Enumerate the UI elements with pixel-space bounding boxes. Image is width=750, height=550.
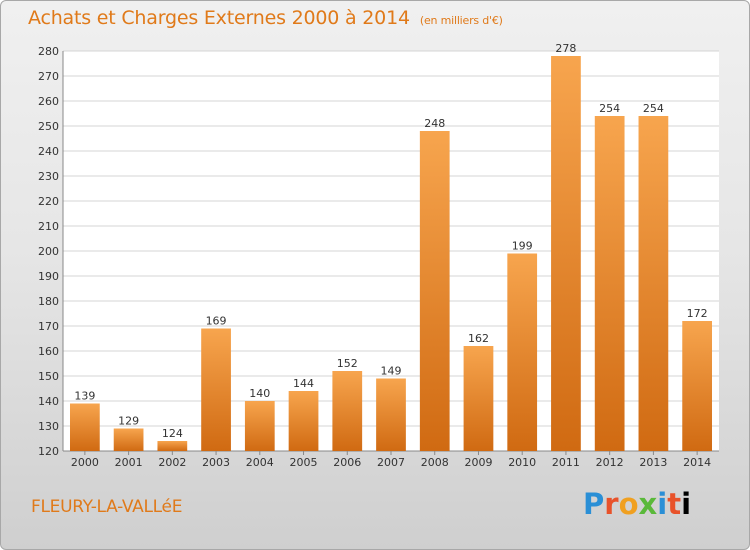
y-tick-label: 280 — [38, 45, 59, 58]
x-tick-label: 2000 — [71, 456, 99, 469]
y-tick-label: 210 — [38, 220, 59, 233]
y-tick-label: 140 — [38, 395, 59, 408]
logo-letter: i — [681, 487, 692, 521]
x-tick-label: 2003 — [202, 456, 230, 469]
y-tick-label: 240 — [38, 145, 59, 158]
y-tick-label: 150 — [38, 370, 59, 383]
x-tick-label: 2014 — [683, 456, 711, 469]
x-tick-label: 2012 — [596, 456, 624, 469]
bar — [332, 371, 363, 451]
x-tick-label: 2001 — [115, 456, 143, 469]
y-tick-label: 270 — [38, 70, 59, 83]
bar-value-label: 254 — [643, 102, 664, 115]
y-tick-label: 190 — [38, 270, 59, 283]
y-tick-label: 120 — [38, 445, 59, 458]
bar-value-label: 144 — [293, 377, 314, 390]
bar — [376, 378, 406, 451]
proxiti-logo: Proxiti — [583, 487, 691, 521]
y-tick-label: 200 — [38, 245, 59, 258]
x-tick-label: 2008 — [421, 456, 449, 469]
bar-value-label: 172 — [687, 307, 708, 320]
logo-letter: x — [638, 487, 658, 521]
bar-value-label: 124 — [162, 427, 183, 440]
bar-value-label: 169 — [206, 315, 227, 328]
bar — [113, 428, 144, 451]
logo-letter: t — [667, 487, 682, 521]
x-tick-label: 2009 — [464, 456, 492, 469]
chart-title: Achats et Charges Externes 2000 à 2014 (e… — [28, 7, 503, 29]
logo-letter: i — [657, 487, 668, 521]
y-tick-label: 230 — [38, 170, 59, 183]
bar — [419, 131, 450, 451]
bar — [244, 401, 275, 451]
x-tick-label: 2013 — [639, 456, 667, 469]
x-tick-label: 2006 — [333, 456, 361, 469]
bar-value-label: 149 — [381, 365, 402, 378]
bar — [638, 116, 669, 451]
bar-value-label: 162 — [468, 332, 489, 345]
y-tick-label: 160 — [38, 345, 59, 358]
x-tick-label: 2011 — [552, 456, 580, 469]
bar — [594, 116, 625, 451]
logo-letter: P — [583, 487, 605, 521]
town-name: FLEURY-LA-VALLéE — [31, 497, 183, 517]
bar — [463, 346, 494, 451]
logo-letter: r — [604, 487, 619, 521]
x-tick-label: 2002 — [158, 456, 186, 469]
bar — [551, 56, 581, 451]
chart-title-text: Achats et Charges Externes 2000 à 2014 — [28, 7, 410, 29]
bar-value-label: 278 — [555, 42, 576, 55]
bar-value-label: 199 — [512, 240, 533, 253]
bar-value-label: 248 — [424, 117, 445, 130]
x-tick-label: 2005 — [290, 456, 318, 469]
bar-value-label: 129 — [118, 415, 139, 428]
y-tick-label: 170 — [38, 320, 59, 333]
bar — [507, 253, 538, 451]
x-tick-label: 2007 — [377, 456, 405, 469]
x-tick-label: 2010 — [508, 456, 536, 469]
bar — [69, 403, 100, 451]
x-tick-label: 2004 — [246, 456, 274, 469]
bar — [157, 441, 188, 451]
bar-value-label: 140 — [249, 387, 270, 400]
bar — [201, 328, 231, 451]
chart-unit: (en milliers d'€) — [419, 14, 503, 27]
bar — [682, 321, 713, 451]
y-tick-label: 180 — [38, 295, 59, 308]
bar — [288, 391, 319, 451]
bar-value-label: 254 — [599, 102, 620, 115]
y-tick-label: 220 — [38, 195, 59, 208]
y-tick-label: 250 — [38, 120, 59, 133]
y-tick-label: 260 — [38, 95, 59, 108]
logo-letter: o — [618, 487, 639, 521]
y-tick-label: 130 — [38, 420, 59, 433]
bar-value-label: 139 — [74, 390, 95, 403]
bar-value-label: 152 — [337, 357, 358, 370]
